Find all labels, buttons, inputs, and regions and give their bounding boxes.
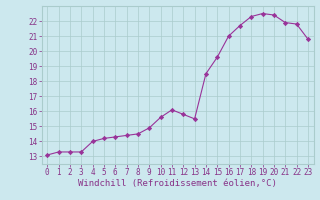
X-axis label: Windchill (Refroidissement éolien,°C): Windchill (Refroidissement éolien,°C) xyxy=(78,179,277,188)
